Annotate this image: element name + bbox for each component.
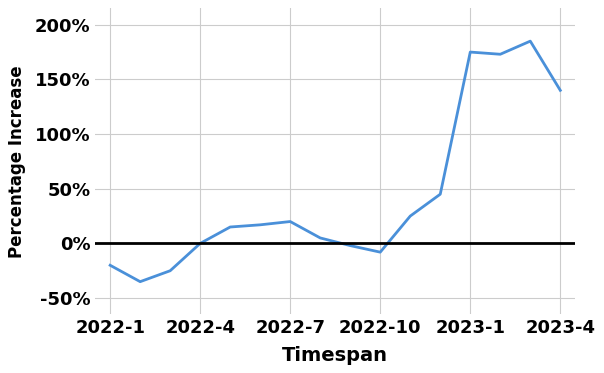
- X-axis label: Timespan: Timespan: [282, 346, 388, 365]
- Y-axis label: Percentage Increase: Percentage Increase: [8, 65, 27, 258]
